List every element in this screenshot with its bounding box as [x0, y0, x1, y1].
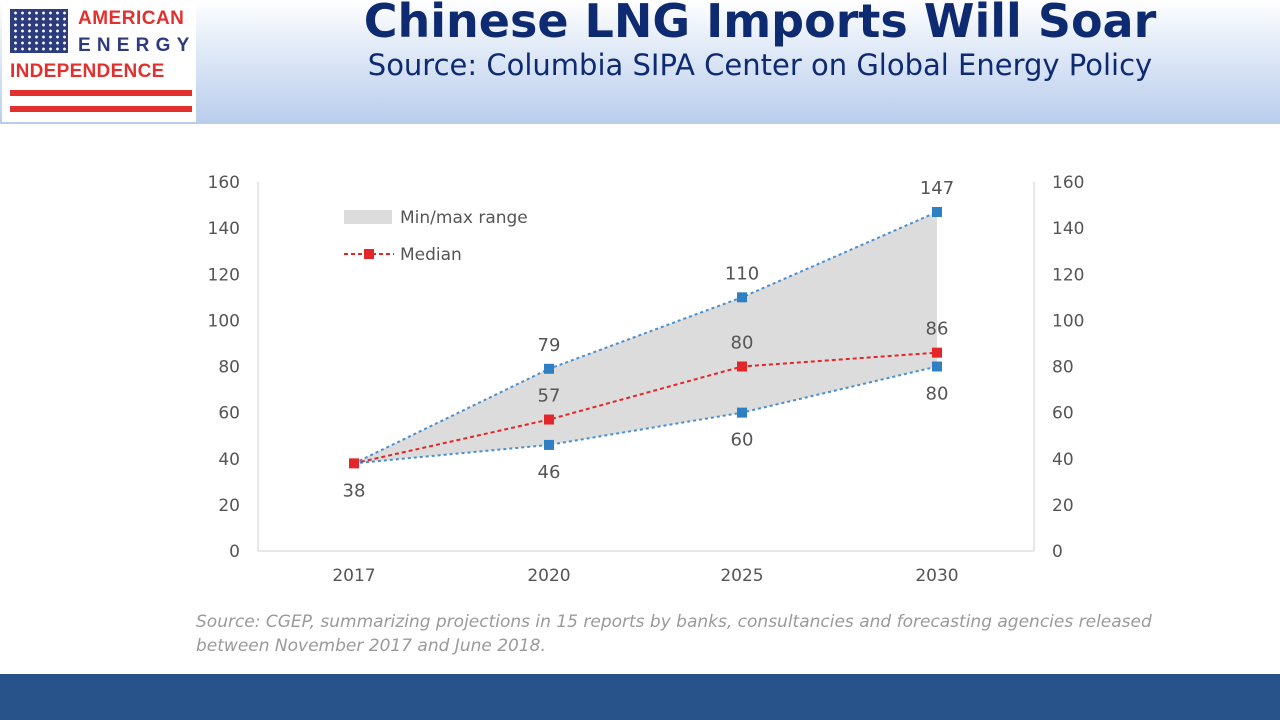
page-title: Chinese LNG Imports Will Soar	[363, 0, 1157, 48]
chart-footnote: Source: CGEP, summarizing projections in…	[196, 612, 1152, 656]
legend-label-median: Median	[400, 245, 462, 265]
y-tick-label-left: 40	[218, 450, 240, 470]
y-tick-label-left: 120	[208, 265, 240, 285]
median-data-label: 80	[731, 333, 754, 354]
flag-icon	[10, 9, 68, 53]
min-point	[737, 407, 747, 418]
y-tick-label-right: 140	[1052, 219, 1084, 239]
min-max-range-area	[354, 211, 937, 464]
footer-bar	[0, 674, 1280, 720]
min-data-label: 80	[926, 384, 949, 405]
x-tick-label: 2017	[332, 566, 375, 586]
x-tick-label: 2025	[720, 566, 763, 586]
page-subtitle: Source: Columbia SIPA Center on Global E…	[367, 48, 1153, 82]
min-data-label: 60	[731, 430, 754, 451]
min-point	[932, 361, 942, 372]
median-line	[353, 351, 938, 465]
max-point	[737, 292, 747, 303]
min-data-label: 38	[343, 480, 366, 501]
logo-stripe	[10, 106, 192, 112]
header-band: AMERICAN ENERGY INDEPENDENCE Chinese LNG…	[0, 0, 1280, 124]
legend-label-range: Min/max range	[400, 208, 528, 228]
min-point	[544, 439, 554, 450]
y-tick-label-right: 0	[1052, 542, 1063, 562]
y-tick-label-left: 0	[229, 542, 240, 562]
median-point	[932, 347, 942, 358]
y-tick-label-left: 160	[208, 173, 240, 193]
logo-text-line1: AMERICAN	[78, 8, 185, 29]
y-tick-label-left: 80	[218, 358, 240, 378]
max-line	[353, 211, 938, 465]
y-tick-label-left: 20	[218, 496, 240, 516]
max-data-label: 147	[920, 178, 954, 199]
legend-marker-median	[364, 249, 374, 259]
y-tick-label-right: 100	[1052, 311, 1084, 331]
x-tick-label: 2030	[915, 566, 958, 586]
max-data-label: 110	[725, 263, 759, 284]
y-tick-label-left: 140	[208, 219, 240, 239]
min-line	[353, 365, 938, 465]
median-data-label: 57	[538, 386, 561, 407]
logo-stripe	[10, 90, 192, 96]
y-tick-label-right: 20	[1052, 496, 1074, 516]
median-data-label: 86	[926, 319, 949, 340]
max-data-label: 79	[538, 335, 561, 356]
x-tick-label: 2020	[527, 566, 570, 586]
logo-text-line3: INDEPENDENCE	[10, 61, 165, 82]
max-point	[932, 206, 942, 217]
median-point	[544, 414, 554, 425]
min-data-label: 46	[538, 462, 561, 483]
y-tick-label-right: 40	[1052, 450, 1074, 470]
y-tick-label-left: 60	[218, 404, 240, 424]
y-tick-label-right: 60	[1052, 404, 1074, 424]
y-tick-label-right: 160	[1052, 173, 1084, 193]
max-point	[544, 363, 554, 374]
logo-text-line2: ENERGY	[78, 35, 196, 56]
median-point	[737, 361, 747, 372]
american-energy-independence-logo: AMERICAN ENERGY INDEPENDENCE	[2, 2, 196, 122]
y-tick-label-right: 120	[1052, 265, 1084, 285]
median-point	[349, 458, 359, 469]
legend-swatch-range	[344, 210, 392, 224]
y-tick-label-right: 80	[1052, 358, 1074, 378]
y-tick-label-left: 100	[208, 311, 240, 331]
